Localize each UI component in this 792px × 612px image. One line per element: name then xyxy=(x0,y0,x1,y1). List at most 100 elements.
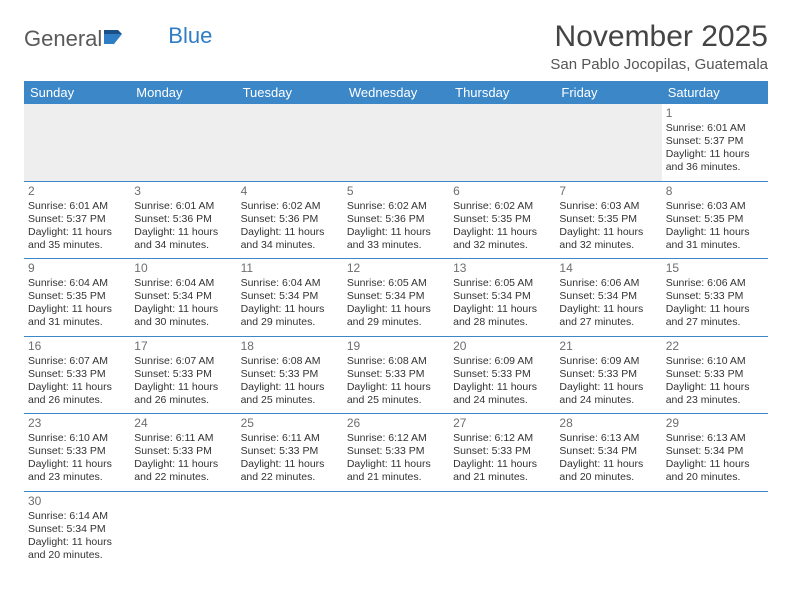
calendar-cell xyxy=(237,104,343,181)
day-number: 28 xyxy=(559,416,657,431)
weekday-header: Saturday xyxy=(662,81,768,104)
day-number: 20 xyxy=(453,339,551,354)
day-info: Sunrise: 6:02 AM Sunset: 5:36 PM Dayligh… xyxy=(347,200,445,253)
day-number: 23 xyxy=(28,416,126,431)
calendar-cell: 2Sunrise: 6:01 AM Sunset: 5:37 PM Daylig… xyxy=(24,181,130,259)
calendar-row: 2Sunrise: 6:01 AM Sunset: 5:37 PM Daylig… xyxy=(24,181,768,259)
day-number: 16 xyxy=(28,339,126,354)
calendar-cell: 21Sunrise: 6:09 AM Sunset: 5:33 PM Dayli… xyxy=(555,336,661,414)
day-info: Sunrise: 6:12 AM Sunset: 5:33 PM Dayligh… xyxy=(453,432,551,485)
day-info: Sunrise: 6:05 AM Sunset: 5:34 PM Dayligh… xyxy=(347,277,445,330)
calendar-cell: 28Sunrise: 6:13 AM Sunset: 5:34 PM Dayli… xyxy=(555,414,661,492)
day-info: Sunrise: 6:09 AM Sunset: 5:33 PM Dayligh… xyxy=(559,355,657,408)
calendar-cell: 20Sunrise: 6:09 AM Sunset: 5:33 PM Dayli… xyxy=(449,336,555,414)
calendar-cell: 12Sunrise: 6:05 AM Sunset: 5:34 PM Dayli… xyxy=(343,259,449,337)
calendar-cell: 14Sunrise: 6:06 AM Sunset: 5:34 PM Dayli… xyxy=(555,259,661,337)
day-number: 30 xyxy=(28,494,126,509)
day-info: Sunrise: 6:07 AM Sunset: 5:33 PM Dayligh… xyxy=(134,355,232,408)
day-info: Sunrise: 6:04 AM Sunset: 5:35 PM Dayligh… xyxy=(28,277,126,330)
day-number: 2 xyxy=(28,184,126,199)
calendar-cell xyxy=(130,491,236,568)
calendar-cell: 27Sunrise: 6:12 AM Sunset: 5:33 PM Dayli… xyxy=(449,414,555,492)
weekday-header-row: Sunday Monday Tuesday Wednesday Thursday… xyxy=(24,81,768,104)
calendar-cell: 29Sunrise: 6:13 AM Sunset: 5:34 PM Dayli… xyxy=(662,414,768,492)
day-number: 5 xyxy=(347,184,445,199)
day-info: Sunrise: 6:04 AM Sunset: 5:34 PM Dayligh… xyxy=(241,277,339,330)
day-info: Sunrise: 6:07 AM Sunset: 5:33 PM Dayligh… xyxy=(28,355,126,408)
day-number: 27 xyxy=(453,416,551,431)
day-info: Sunrise: 6:09 AM Sunset: 5:33 PM Dayligh… xyxy=(453,355,551,408)
day-info: Sunrise: 6:08 AM Sunset: 5:33 PM Dayligh… xyxy=(241,355,339,408)
weekday-header: Tuesday xyxy=(237,81,343,104)
calendar-row: 9Sunrise: 6:04 AM Sunset: 5:35 PM Daylig… xyxy=(24,259,768,337)
page-subtitle: San Pablo Jocopilas, Guatemala xyxy=(550,56,768,73)
day-info: Sunrise: 6:02 AM Sunset: 5:36 PM Dayligh… xyxy=(241,200,339,253)
day-number: 6 xyxy=(453,184,551,199)
calendar-cell: 13Sunrise: 6:05 AM Sunset: 5:34 PM Dayli… xyxy=(449,259,555,337)
brand-logo: General Blue xyxy=(24,26,212,52)
day-info: Sunrise: 6:11 AM Sunset: 5:33 PM Dayligh… xyxy=(134,432,232,485)
day-number: 29 xyxy=(666,416,764,431)
calendar-cell: 15Sunrise: 6:06 AM Sunset: 5:33 PM Dayli… xyxy=(662,259,768,337)
calendar-cell: 30Sunrise: 6:14 AM Sunset: 5:34 PM Dayli… xyxy=(24,491,130,568)
calendar-cell xyxy=(130,104,236,181)
calendar-cell xyxy=(24,104,130,181)
day-number: 25 xyxy=(241,416,339,431)
calendar-row: 23Sunrise: 6:10 AM Sunset: 5:33 PM Dayli… xyxy=(24,414,768,492)
calendar-cell: 10Sunrise: 6:04 AM Sunset: 5:34 PM Dayli… xyxy=(130,259,236,337)
day-info: Sunrise: 6:06 AM Sunset: 5:33 PM Dayligh… xyxy=(666,277,764,330)
day-info: Sunrise: 6:01 AM Sunset: 5:37 PM Dayligh… xyxy=(28,200,126,253)
calendar-cell: 25Sunrise: 6:11 AM Sunset: 5:33 PM Dayli… xyxy=(237,414,343,492)
day-info: Sunrise: 6:04 AM Sunset: 5:34 PM Dayligh… xyxy=(134,277,232,330)
brand-part1: General xyxy=(24,26,102,52)
brand-part2: Blue xyxy=(168,23,212,49)
day-number: 8 xyxy=(666,184,764,199)
calendar-cell: 4Sunrise: 6:02 AM Sunset: 5:36 PM Daylig… xyxy=(237,181,343,259)
day-info: Sunrise: 6:13 AM Sunset: 5:34 PM Dayligh… xyxy=(666,432,764,485)
calendar-cell xyxy=(555,104,661,181)
day-info: Sunrise: 6:10 AM Sunset: 5:33 PM Dayligh… xyxy=(666,355,764,408)
day-info: Sunrise: 6:06 AM Sunset: 5:34 PM Dayligh… xyxy=(559,277,657,330)
calendar-cell: 26Sunrise: 6:12 AM Sunset: 5:33 PM Dayli… xyxy=(343,414,449,492)
day-number: 3 xyxy=(134,184,232,199)
calendar-cell xyxy=(555,491,661,568)
day-number: 9 xyxy=(28,261,126,276)
day-info: Sunrise: 6:13 AM Sunset: 5:34 PM Dayligh… xyxy=(559,432,657,485)
calendar-cell xyxy=(449,491,555,568)
calendar-cell: 9Sunrise: 6:04 AM Sunset: 5:35 PM Daylig… xyxy=(24,259,130,337)
day-info: Sunrise: 6:08 AM Sunset: 5:33 PM Dayligh… xyxy=(347,355,445,408)
day-number: 12 xyxy=(347,261,445,276)
calendar-cell: 8Sunrise: 6:03 AM Sunset: 5:35 PM Daylig… xyxy=(662,181,768,259)
weekday-header: Thursday xyxy=(449,81,555,104)
day-info: Sunrise: 6:05 AM Sunset: 5:34 PM Dayligh… xyxy=(453,277,551,330)
day-number: 24 xyxy=(134,416,232,431)
calendar-table: Sunday Monday Tuesday Wednesday Thursday… xyxy=(24,81,768,568)
calendar-row: 30Sunrise: 6:14 AM Sunset: 5:34 PM Dayli… xyxy=(24,491,768,568)
weekday-header: Friday xyxy=(555,81,661,104)
calendar-cell: 3Sunrise: 6:01 AM Sunset: 5:36 PM Daylig… xyxy=(130,181,236,259)
weekday-header: Wednesday xyxy=(343,81,449,104)
calendar-cell xyxy=(662,491,768,568)
day-info: Sunrise: 6:10 AM Sunset: 5:33 PM Dayligh… xyxy=(28,432,126,485)
calendar-cell xyxy=(343,491,449,568)
day-number: 13 xyxy=(453,261,551,276)
calendar-cell xyxy=(343,104,449,181)
flag-icon xyxy=(104,26,128,52)
day-info: Sunrise: 6:14 AM Sunset: 5:34 PM Dayligh… xyxy=(28,510,126,563)
title-block: November 2025 San Pablo Jocopilas, Guate… xyxy=(550,20,768,73)
page-title: November 2025 xyxy=(550,20,768,54)
calendar-cell: 6Sunrise: 6:02 AM Sunset: 5:35 PM Daylig… xyxy=(449,181,555,259)
day-info: Sunrise: 6:11 AM Sunset: 5:33 PM Dayligh… xyxy=(241,432,339,485)
day-number: 1 xyxy=(666,106,764,121)
calendar-cell: 1Sunrise: 6:01 AM Sunset: 5:37 PM Daylig… xyxy=(662,104,768,181)
day-number: 11 xyxy=(241,261,339,276)
calendar-row: 16Sunrise: 6:07 AM Sunset: 5:33 PM Dayli… xyxy=(24,336,768,414)
calendar-cell: 11Sunrise: 6:04 AM Sunset: 5:34 PM Dayli… xyxy=(237,259,343,337)
day-info: Sunrise: 6:02 AM Sunset: 5:35 PM Dayligh… xyxy=(453,200,551,253)
calendar-row: 1Sunrise: 6:01 AM Sunset: 5:37 PM Daylig… xyxy=(24,104,768,181)
day-number: 10 xyxy=(134,261,232,276)
day-info: Sunrise: 6:03 AM Sunset: 5:35 PM Dayligh… xyxy=(559,200,657,253)
day-info: Sunrise: 6:01 AM Sunset: 5:36 PM Dayligh… xyxy=(134,200,232,253)
calendar-cell: 5Sunrise: 6:02 AM Sunset: 5:36 PM Daylig… xyxy=(343,181,449,259)
calendar-cell: 24Sunrise: 6:11 AM Sunset: 5:33 PM Dayli… xyxy=(130,414,236,492)
